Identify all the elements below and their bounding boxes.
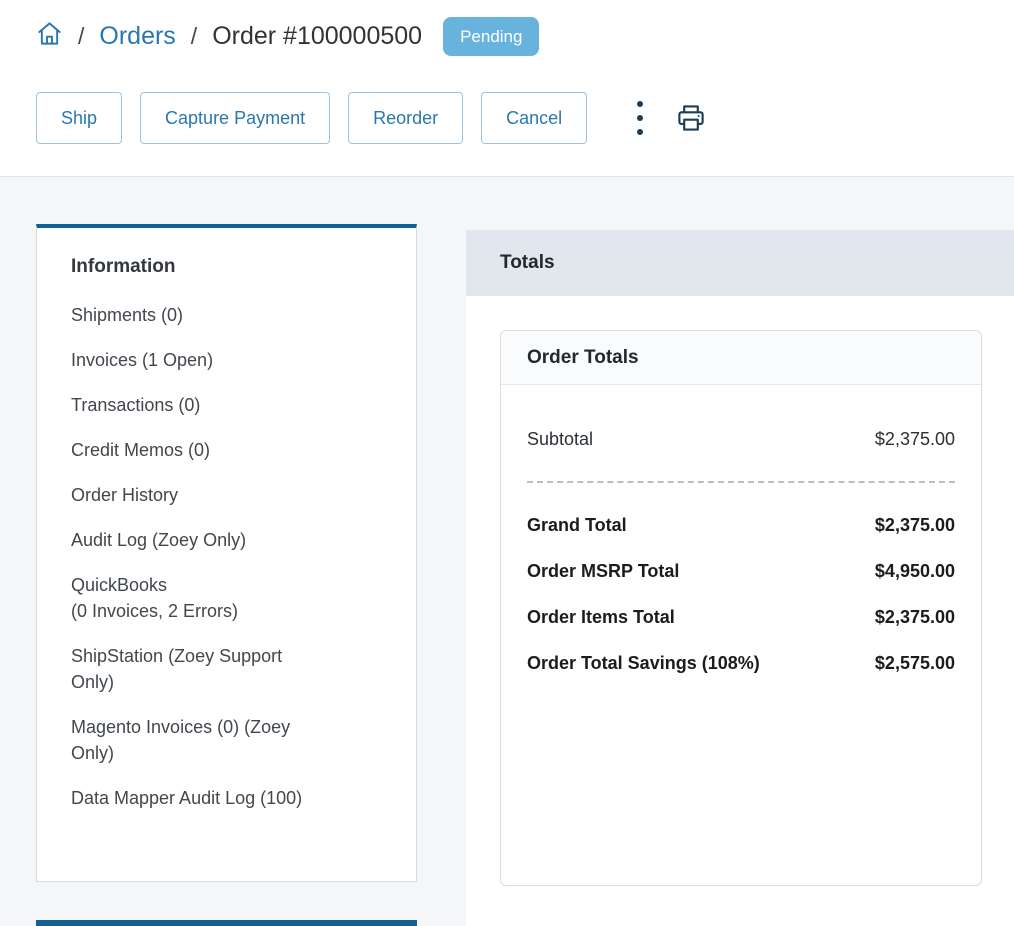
order-total-savings-value: $2,575.00 (874, 653, 955, 673)
sidebar-item-order-history[interactable]: Order History (71, 485, 179, 505)
order-msrp-total-row: Order MSRP Total $4,950.00 (527, 559, 955, 583)
order-items-total-row: Order Items Total $2,375.00 (527, 605, 955, 629)
totals-section: Totals Order Totals Subtotal $2,375.00 G… (466, 230, 1014, 926)
subtotal-row: Subtotal $2,375.00 (527, 427, 955, 451)
subtotal-label: Subtotal (527, 429, 594, 449)
order-totals-card-body: Subtotal $2,375.00 Grand Total $2,375.00… (501, 385, 981, 675)
sidebar-item-data-mapper-audit-log[interactable]: Data Mapper Audit Log (100) (71, 788, 303, 808)
breadcrumb-separator: / (190, 22, 198, 49)
grand-total-label: Grand Total (527, 515, 627, 535)
sidebar-item-invoices[interactable]: Invoices (1 Open) (71, 350, 214, 370)
breadcrumb-orders-link[interactable]: Orders (99, 21, 176, 50)
order-items-total-value: $2,375.00 (874, 607, 955, 627)
order-totals-card-title: Order Totals (501, 331, 981, 385)
sidebar-item-information[interactable]: Information (71, 256, 176, 277)
sidebar-item-transactions[interactable]: Transactions (0) (71, 395, 201, 415)
page-content: Information Shipments (0) Invoices (1 Op… (0, 177, 1014, 926)
grand-total-value: $2,375.00 (874, 515, 955, 535)
sidebar-item-magento-invoices[interactable]: Magento Invoices (0) (Zoey Only) (71, 717, 291, 763)
cancel-button[interactable]: Cancel (481, 92, 588, 144)
order-msrp-total-label: Order MSRP Total (527, 561, 680, 581)
page-header: / Orders / Order #100000500 Pending Ship… (0, 0, 1014, 177)
order-action-toolbar: Ship Capture Payment Reorder Cancel (36, 92, 709, 144)
subtotal-value: $2,375.00 (874, 429, 955, 449)
home-icon (36, 20, 63, 52)
sidebar-item-credit-memos[interactable]: Credit Memos (0) (71, 440, 211, 460)
breadcrumb: / Orders / Order #100000500 Pending (36, 14, 540, 58)
order-view-sidebar: Information Shipments (0) Invoices (1 Op… (36, 224, 417, 882)
reorder-button[interactable]: Reorder (348, 92, 464, 144)
sidebar-item-shipstation[interactable]: ShipStation (Zoey Support Only) (71, 646, 283, 692)
next-section-top-border (36, 920, 417, 926)
page-title: Order #100000500 (212, 21, 423, 50)
order-total-savings-row: Order Total Savings (108%) $2,575.00 (527, 651, 955, 675)
kebab-menu-icon[interactable] (631, 95, 649, 141)
breadcrumb-separator: / (78, 22, 85, 49)
grand-total-row: Grand Total $2,375.00 (527, 513, 955, 537)
capture-payment-button[interactable]: Capture Payment (140, 92, 331, 144)
printer-icon[interactable] (673, 101, 709, 135)
ship-button[interactable]: Ship (36, 92, 123, 144)
totals-section-body: Order Totals Subtotal $2,375.00 Grand To… (466, 296, 1014, 926)
home-link[interactable] (36, 20, 63, 52)
order-total-savings-label: Order Total Savings (108%) (527, 653, 760, 673)
totals-section-header: Totals (466, 230, 1014, 296)
order-msrp-total-value: $4,950.00 (874, 561, 955, 581)
sidebar-item-shipments[interactable]: Shipments (0) (71, 305, 184, 325)
order-totals-card: Order Totals Subtotal $2,375.00 Grand To… (500, 330, 982, 886)
sidebar-item-quickbooks[interactable]: QuickBooks (0 Invoices, 2 Errors) (71, 575, 239, 621)
sidebar-item-audit-log[interactable]: Audit Log (Zoey Only) (71, 530, 247, 550)
order-items-total-label: Order Items Total (527, 607, 675, 627)
totals-divider (527, 481, 955, 483)
order-status-badge: Pending (443, 16, 540, 56)
